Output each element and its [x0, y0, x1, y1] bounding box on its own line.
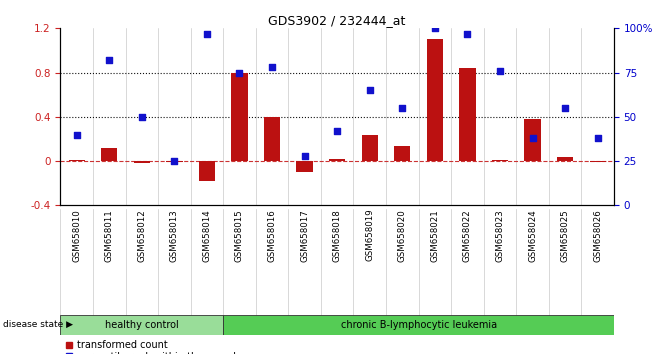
Text: GSM658022: GSM658022 [463, 209, 472, 262]
Point [397, 105, 408, 111]
Bar [427, 39, 443, 161]
Point [169, 158, 180, 164]
Bar [590, 161, 606, 162]
Legend: transformed count, percentile rank within the sample: transformed count, percentile rank withi… [65, 340, 242, 354]
Bar [362, 135, 378, 161]
Text: GSM658013: GSM658013 [170, 209, 179, 262]
Title: GDS3902 / 232444_at: GDS3902 / 232444_at [268, 14, 406, 27]
Text: GSM658014: GSM658014 [203, 209, 211, 262]
Point [266, 64, 277, 70]
Point [462, 31, 473, 36]
Text: GSM658023: GSM658023 [495, 209, 505, 262]
Bar [492, 160, 508, 161]
Point [592, 135, 603, 141]
Point [136, 114, 147, 120]
Text: GSM658016: GSM658016 [268, 209, 276, 262]
Point [234, 70, 245, 75]
Text: healthy control: healthy control [105, 320, 178, 330]
Bar [101, 148, 117, 161]
Bar [60, 315, 223, 335]
Point [364, 87, 375, 93]
Text: GSM658011: GSM658011 [105, 209, 114, 262]
Text: disease state ▶: disease state ▶ [3, 320, 73, 329]
Text: chronic B-lymphocytic leukemia: chronic B-lymphocytic leukemia [340, 320, 497, 330]
Point [332, 128, 343, 134]
Text: GSM658018: GSM658018 [333, 209, 342, 262]
Point [104, 57, 115, 63]
Bar [166, 161, 183, 162]
Bar [557, 156, 573, 161]
Bar [199, 161, 215, 181]
Bar [459, 68, 476, 161]
Text: GSM658024: GSM658024 [528, 209, 537, 262]
Point [527, 135, 538, 141]
Point [71, 132, 82, 137]
Bar [134, 161, 150, 163]
Text: GSM658020: GSM658020 [398, 209, 407, 262]
Text: GSM658025: GSM658025 [560, 209, 570, 262]
Text: GSM658026: GSM658026 [593, 209, 602, 262]
Text: GSM658012: GSM658012 [138, 209, 146, 262]
Bar [297, 161, 313, 172]
Bar [68, 160, 85, 161]
Point [495, 68, 505, 74]
Bar [223, 315, 614, 335]
Point [299, 153, 310, 159]
Text: GSM658021: GSM658021 [430, 209, 440, 262]
Bar [231, 73, 248, 161]
Point [429, 25, 440, 31]
Bar [394, 145, 411, 161]
Point [560, 105, 570, 111]
Bar [264, 117, 280, 161]
Point [201, 31, 212, 36]
Bar [329, 159, 346, 161]
Text: GSM658010: GSM658010 [72, 209, 81, 262]
Text: GSM658017: GSM658017 [300, 209, 309, 262]
Text: GSM658015: GSM658015 [235, 209, 244, 262]
Text: GSM658019: GSM658019 [365, 209, 374, 262]
Bar [525, 119, 541, 161]
